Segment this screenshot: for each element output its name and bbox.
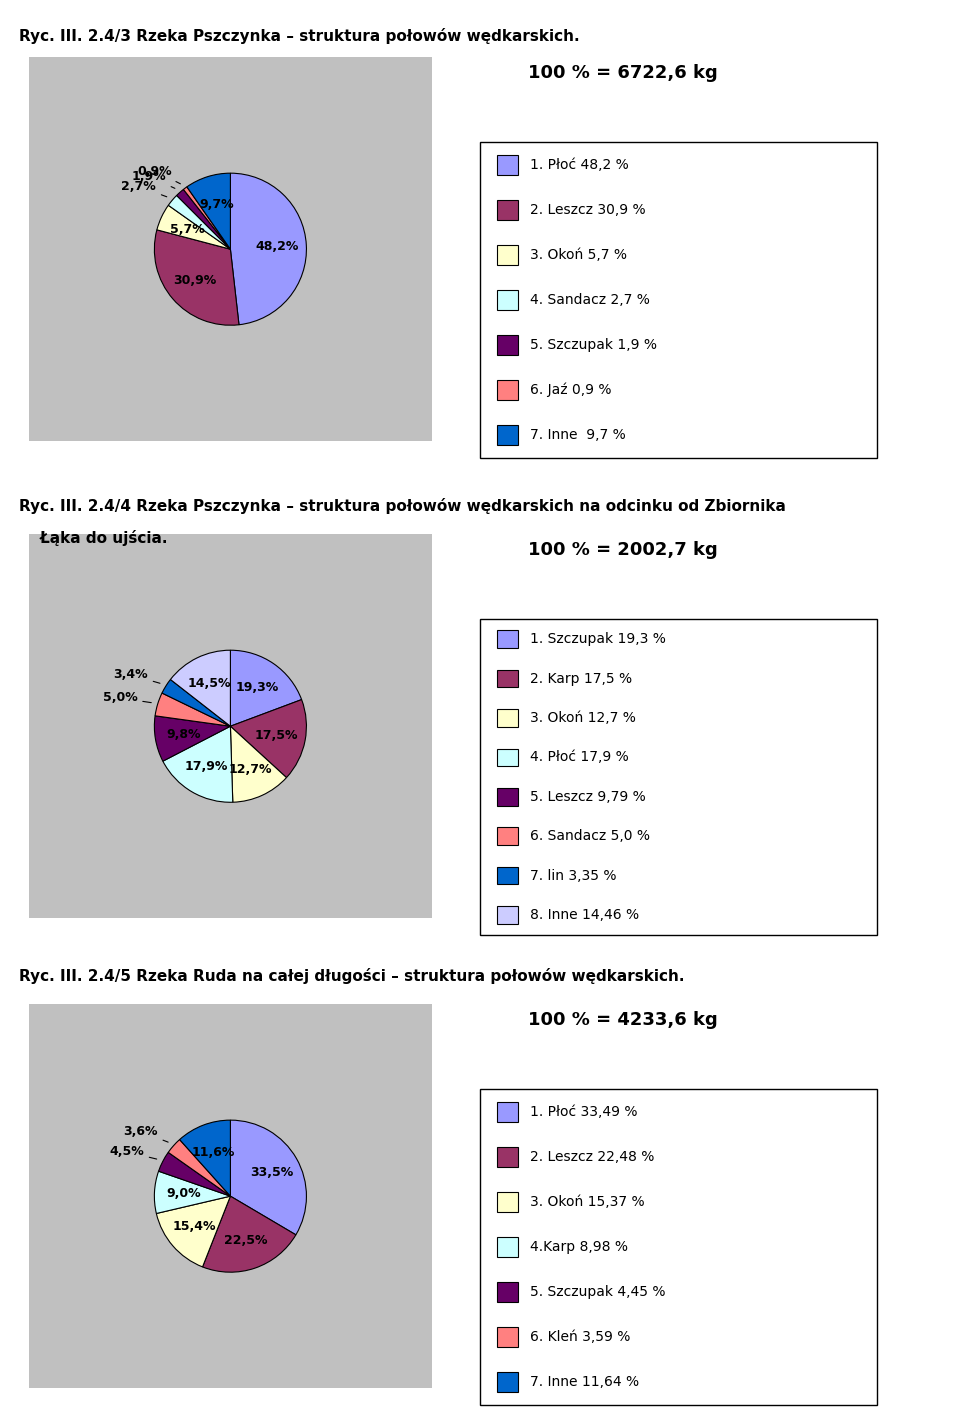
Text: 4. Płoć 17,9 %: 4. Płoć 17,9 % bbox=[530, 750, 629, 765]
Text: Ryc. III. 2.4/3 Rzeka Pszczynka – struktura połowów wędkarskich.: Ryc. III. 2.4/3 Rzeka Pszczynka – strukt… bbox=[19, 28, 580, 44]
Wedge shape bbox=[155, 716, 230, 762]
Text: 17,9%: 17,9% bbox=[185, 760, 228, 773]
Text: 5. Szczupak 4,45 %: 5. Szczupak 4,45 % bbox=[530, 1284, 665, 1299]
Wedge shape bbox=[183, 187, 230, 249]
Text: 6. Kleń 3,59 %: 6. Kleń 3,59 % bbox=[530, 1330, 631, 1344]
Text: 19,3%: 19,3% bbox=[235, 681, 279, 693]
Text: 100 % = 6722,6 kg: 100 % = 6722,6 kg bbox=[528, 64, 718, 83]
Text: 11,6%: 11,6% bbox=[192, 1146, 235, 1159]
Text: 4.Karp 8,98 %: 4.Karp 8,98 % bbox=[530, 1240, 628, 1255]
Text: 14,5%: 14,5% bbox=[188, 678, 231, 691]
Wedge shape bbox=[177, 189, 230, 249]
Text: 100 % = 4233,6 kg: 100 % = 4233,6 kg bbox=[528, 1011, 718, 1030]
Text: 5. Szczupak 1,9 %: 5. Szczupak 1,9 % bbox=[530, 337, 657, 352]
Text: 0,9%: 0,9% bbox=[138, 165, 180, 184]
Wedge shape bbox=[230, 1121, 306, 1235]
Text: 5,7%: 5,7% bbox=[170, 222, 205, 236]
Text: 3. Okoń 5,7 %: 3. Okoń 5,7 % bbox=[530, 248, 627, 262]
Text: 6. Sandacz 5,0 %: 6. Sandacz 5,0 % bbox=[530, 829, 650, 843]
Text: 1. Płoć 48,2 %: 1. Płoć 48,2 % bbox=[530, 158, 629, 172]
Text: 100 % = 2002,7 kg: 100 % = 2002,7 kg bbox=[528, 541, 718, 560]
Text: 1. Szczupak 19,3 %: 1. Szczupak 19,3 % bbox=[530, 632, 666, 646]
Wedge shape bbox=[156, 693, 230, 726]
Text: 2,7%: 2,7% bbox=[121, 179, 167, 197]
Text: Ryc. III. 2.4/4 Rzeka Pszczynka – struktura połowów wędkarskich na odcinku od Zb: Ryc. III. 2.4/4 Rzeka Pszczynka – strukt… bbox=[19, 498, 786, 514]
Wedge shape bbox=[156, 205, 230, 249]
Wedge shape bbox=[168, 195, 230, 249]
Text: 7. Inne 11,64 %: 7. Inne 11,64 % bbox=[530, 1376, 639, 1390]
Text: 30,9%: 30,9% bbox=[173, 273, 216, 286]
Wedge shape bbox=[230, 699, 306, 778]
Text: 2. Karp 17,5 %: 2. Karp 17,5 % bbox=[530, 672, 632, 685]
Text: 9,8%: 9,8% bbox=[167, 728, 202, 740]
Text: 7. lin 3,35 %: 7. lin 3,35 % bbox=[530, 869, 616, 883]
Text: 5. Leszcz 9,79 %: 5. Leszcz 9,79 % bbox=[530, 790, 646, 803]
Text: 4,5%: 4,5% bbox=[109, 1145, 156, 1159]
Wedge shape bbox=[168, 1139, 230, 1196]
Text: 7. Inne  9,7 %: 7. Inne 9,7 % bbox=[530, 429, 626, 443]
Text: Łąka do ujścia.: Łąka do ujścia. bbox=[19, 530, 168, 545]
Wedge shape bbox=[155, 229, 239, 325]
Text: 9,7%: 9,7% bbox=[199, 198, 233, 211]
Wedge shape bbox=[203, 1196, 296, 1272]
Wedge shape bbox=[180, 1121, 230, 1196]
Text: 22,5%: 22,5% bbox=[224, 1235, 268, 1247]
Text: 4. Sandacz 2,7 %: 4. Sandacz 2,7 % bbox=[530, 293, 650, 308]
Text: 5,0%: 5,0% bbox=[103, 692, 152, 705]
Text: 2. Leszcz 30,9 %: 2. Leszcz 30,9 % bbox=[530, 204, 645, 216]
Text: 6. Jaź 0,9 %: 6. Jaź 0,9 % bbox=[530, 383, 612, 397]
Text: 3,4%: 3,4% bbox=[113, 668, 160, 684]
Text: 1,9%: 1,9% bbox=[132, 169, 175, 188]
Text: 3. Okoń 15,37 %: 3. Okoń 15,37 % bbox=[530, 1195, 644, 1209]
Wedge shape bbox=[230, 651, 301, 726]
Wedge shape bbox=[163, 726, 232, 802]
Text: 48,2%: 48,2% bbox=[255, 241, 300, 253]
Wedge shape bbox=[230, 174, 306, 325]
Wedge shape bbox=[187, 174, 230, 249]
Text: 9,0%: 9,0% bbox=[166, 1188, 201, 1200]
Wedge shape bbox=[230, 726, 286, 802]
Text: 12,7%: 12,7% bbox=[228, 763, 272, 776]
Text: 3,6%: 3,6% bbox=[123, 1125, 168, 1142]
Text: 8. Inne 14,46 %: 8. Inne 14,46 % bbox=[530, 909, 639, 921]
Wedge shape bbox=[158, 1152, 230, 1196]
Text: 15,4%: 15,4% bbox=[173, 1220, 217, 1233]
Wedge shape bbox=[156, 1196, 230, 1267]
Text: Ryc. III. 2.4/5 Rzeka Ruda na całej długości – struktura połowów wędkarskich.: Ryc. III. 2.4/5 Rzeka Ruda na całej dług… bbox=[19, 968, 684, 984]
Text: 1. Płoć 33,49 %: 1. Płoć 33,49 % bbox=[530, 1105, 637, 1119]
Text: 2. Leszcz 22,48 %: 2. Leszcz 22,48 % bbox=[530, 1151, 655, 1163]
Text: 33,5%: 33,5% bbox=[250, 1166, 293, 1179]
Wedge shape bbox=[155, 1171, 230, 1213]
Text: 17,5%: 17,5% bbox=[255, 729, 299, 742]
Text: 3. Okoń 12,7 %: 3. Okoń 12,7 % bbox=[530, 711, 636, 725]
Wedge shape bbox=[171, 651, 230, 726]
Wedge shape bbox=[162, 679, 230, 726]
